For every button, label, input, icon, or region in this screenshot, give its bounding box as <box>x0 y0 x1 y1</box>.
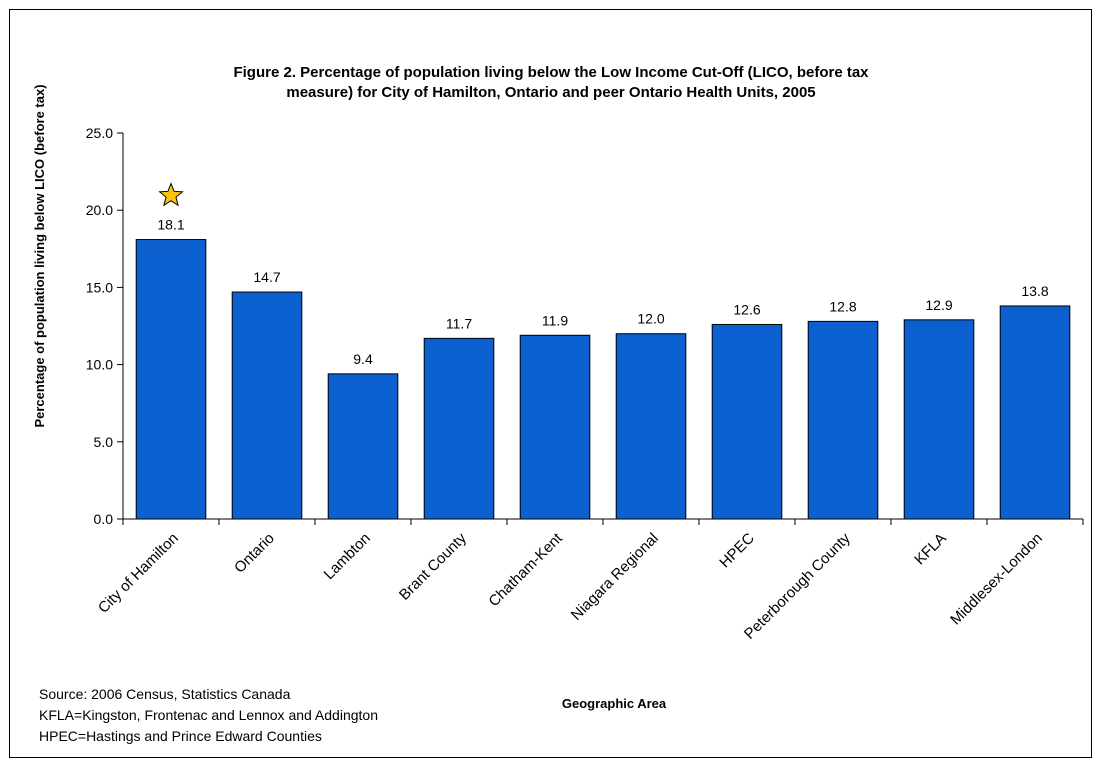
x-category-label: Brant County <box>396 529 470 603</box>
y-tick-label: 10.0 <box>86 357 113 373</box>
bar <box>519 334 591 520</box>
footnote-source: Source: 2006 Census, Statistics Canada <box>39 686 291 702</box>
y-tick-label: 5.0 <box>94 434 114 450</box>
x-category-label: Chatham-Kent <box>485 529 566 610</box>
bar-value-label: 11.7 <box>446 315 472 331</box>
x-category-label: KFLA <box>911 530 950 569</box>
bar-value-label: 12.0 <box>637 311 664 327</box>
bar-value-label: 12.6 <box>733 301 760 317</box>
bar <box>903 319 975 520</box>
footnote-kfla: KFLA=Kingston, Frontenac and Lennox and … <box>39 707 378 723</box>
x-category-label: City of Hamilton <box>95 530 182 617</box>
bar-value-label: 12.8 <box>829 298 856 314</box>
bar <box>231 291 303 520</box>
y-tick-label: 25.0 <box>86 125 113 141</box>
bar-value-label: 14.7 <box>253 269 280 285</box>
x-axis-title: Geographic Area <box>562 696 667 711</box>
star-icon <box>158 182 184 207</box>
chart-title-line-2: measure) for City of Hamilton, Ontario a… <box>286 84 815 101</box>
bar-value-label: 9.4 <box>353 351 373 367</box>
y-axis-title: Percentage of population living below LI… <box>32 84 47 427</box>
y-tick-label: 20.0 <box>86 202 113 218</box>
bar <box>327 373 399 520</box>
footnote-hpec: HPEC=Hastings and Prince Edward Counties <box>39 728 322 744</box>
bar-value-label: 11.9 <box>542 312 568 328</box>
x-category-label: Peterborough County <box>741 529 854 642</box>
y-tick-label: 0.0 <box>94 511 114 527</box>
plot-area: 0.0 5.0 10.0 15.0 20.0 25.0 18.1 City of Hamilt… <box>86 125 1084 643</box>
chart-frame: Figure 2. Percentage of population livin… <box>9 9 1092 758</box>
bar-value-label: 13.8 <box>1021 283 1048 299</box>
bar <box>135 239 207 520</box>
bar <box>711 323 783 520</box>
chart-title-line-1: Figure 2. Percentage of population livin… <box>233 64 869 81</box>
x-category-label: Lambton <box>321 530 374 583</box>
x-category-label: HPEC <box>716 530 758 572</box>
bar-value-label: 12.9 <box>925 297 952 313</box>
bar-chart: Figure 2. Percentage of population livin… <box>32 64 1084 744</box>
bar-value-label: 18.1 <box>157 217 184 233</box>
y-tick-label: 15.0 <box>86 279 113 295</box>
x-category-label: Middlesex-London <box>947 530 1046 629</box>
x-category-label: Ontario <box>231 530 278 577</box>
bar <box>615 333 687 520</box>
x-category-label: Niagara Regional <box>568 530 662 624</box>
bar <box>423 337 495 520</box>
bar <box>999 305 1071 520</box>
bar <box>807 320 879 520</box>
